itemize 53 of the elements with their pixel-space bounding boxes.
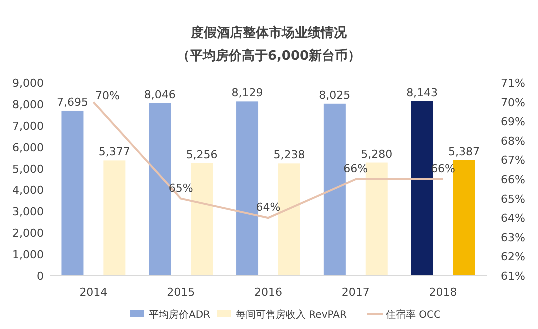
data-label: 8,046 bbox=[144, 88, 176, 102]
bar bbox=[236, 102, 259, 276]
y2-tick-label: 70% bbox=[501, 96, 526, 110]
x-tick-label: 2018 bbox=[429, 286, 458, 299]
y2-tick-label: 64% bbox=[501, 212, 526, 226]
data-label: 8,143 bbox=[406, 86, 438, 100]
y-tick-label: 1,000 bbox=[12, 248, 44, 262]
y-tick-label: 3,000 bbox=[12, 206, 44, 219]
y2-tick-label: 69% bbox=[501, 116, 526, 129]
bar bbox=[104, 160, 126, 276]
bar bbox=[411, 101, 434, 276]
bar bbox=[149, 103, 172, 276]
y-tick-label: 8,000 bbox=[12, 98, 44, 112]
y-tick-label: 9,000 bbox=[12, 77, 44, 90]
y-tick-label: 6,000 bbox=[12, 141, 44, 154]
data-label: 70% bbox=[95, 89, 120, 102]
data-label: 5,238 bbox=[274, 148, 306, 162]
data-label: 8,025 bbox=[319, 88, 351, 102]
y-tick-label: 0 bbox=[37, 270, 44, 283]
y2-tick-label: 68% bbox=[501, 134, 526, 148]
data-label: 8,129 bbox=[232, 86, 264, 100]
y2-tick-label: 71% bbox=[501, 77, 526, 90]
y-tick-label: 2,000 bbox=[12, 227, 44, 240]
y-tick-label: 5,000 bbox=[12, 162, 44, 176]
bar bbox=[453, 160, 476, 276]
data-label: 65% bbox=[168, 182, 194, 195]
y2-tick-label: 67% bbox=[501, 154, 526, 168]
x-tick-label: 2017 bbox=[342, 286, 370, 299]
chart-subtitle: （平均房价高于6,000新台币） bbox=[176, 48, 362, 64]
bar bbox=[324, 104, 346, 276]
y-tick-label: 4,000 bbox=[12, 184, 44, 198]
y2-tick-label: 62% bbox=[501, 250, 526, 264]
x-tick-label: 2015 bbox=[167, 286, 196, 299]
y2-tick-label: 63% bbox=[501, 231, 526, 244]
bar bbox=[278, 164, 300, 276]
data-label: 5,280 bbox=[361, 148, 393, 161]
bar bbox=[62, 110, 84, 276]
data-label: 5,377 bbox=[98, 146, 130, 159]
y-tick-label: 7,000 bbox=[12, 120, 44, 133]
legend-label: 平均房价ADR bbox=[149, 309, 211, 321]
chart-title: 度假酒店整体市场业绩情况 bbox=[190, 25, 348, 41]
data-label: 7,695 bbox=[56, 96, 88, 109]
x-tick-label: 2014 bbox=[80, 286, 108, 299]
y2-tick-label: 61% bbox=[501, 270, 526, 283]
y2-tick-label: 66% bbox=[501, 174, 526, 186]
bar bbox=[191, 163, 214, 276]
legend-label: 住宿率 OCC bbox=[386, 309, 442, 321]
data-label: 5,387 bbox=[448, 145, 480, 158]
bar bbox=[366, 162, 388, 276]
legend-label: 每间可售房收入 RevPAR bbox=[236, 309, 347, 321]
x-tick-label: 2016 bbox=[254, 286, 282, 299]
data-label: 5,256 bbox=[186, 148, 218, 162]
y2-tick-label: 65% bbox=[501, 192, 526, 206]
